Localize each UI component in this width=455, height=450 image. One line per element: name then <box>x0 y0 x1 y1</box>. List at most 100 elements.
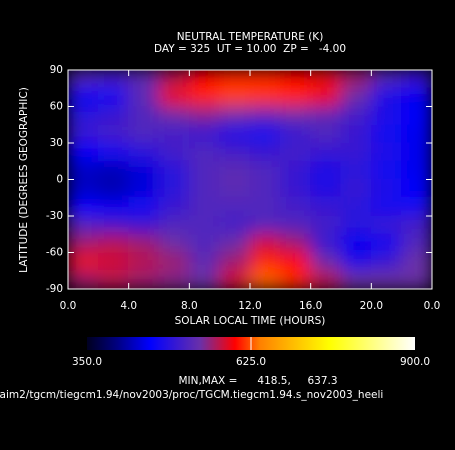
heatmap-cell <box>219 142 251 162</box>
heatmap-cell <box>401 142 432 162</box>
heatmap-cell <box>128 70 160 89</box>
heatmap-cell <box>340 252 372 272</box>
heatmap <box>68 70 432 289</box>
heatmap-cell <box>370 160 403 180</box>
colorbar-label: 625.0 <box>236 356 266 368</box>
heatmap-cell <box>188 270 221 289</box>
heatmap-cell <box>279 233 312 253</box>
heatmap-cell <box>279 215 312 235</box>
heatmap-cell <box>188 233 221 253</box>
heatmap-cell <box>370 106 403 126</box>
heatmap-cell <box>158 106 190 126</box>
heatmap-cell <box>68 87 99 107</box>
heatmap-cell <box>370 197 403 217</box>
x-tick-label: 4.0 <box>120 300 137 312</box>
heatmap-cell <box>68 70 99 89</box>
x-tick-label: 0.0 <box>60 300 77 312</box>
heatmap-cell <box>310 142 342 162</box>
heatmap-cell <box>340 87 372 107</box>
heatmap-cell <box>401 197 432 217</box>
heatmap-cell <box>158 142 190 162</box>
heatmap-cell <box>219 124 251 144</box>
heatmap-cell <box>188 124 221 144</box>
heatmap-cell <box>401 70 432 89</box>
heatmap-cell <box>370 87 403 107</box>
heatmap-cell <box>219 70 251 89</box>
heatmap-cell <box>68 197 99 217</box>
heatmap-cell <box>68 124 99 144</box>
heatmap-cell <box>68 179 99 199</box>
heatmap-cell <box>188 197 221 217</box>
heatmap-cell <box>128 106 160 126</box>
heatmap-cell <box>249 179 281 199</box>
heatmap-cell <box>370 252 403 272</box>
heatmap-cell <box>370 215 403 235</box>
heatmap-cell <box>188 252 221 272</box>
heatmap-cell <box>188 215 221 235</box>
heatmap-cell <box>401 124 432 144</box>
heatmap-cell <box>310 270 342 289</box>
heatmap-cell <box>249 197 281 217</box>
heatmap-cell <box>128 124 160 144</box>
heatmap-cell <box>310 252 342 272</box>
y-tick-label: -60 <box>46 247 63 259</box>
heatmap-cell <box>401 252 432 272</box>
colorbar-label: 900.0 <box>400 356 430 368</box>
heatmap-cell <box>97 233 130 253</box>
heatmap-cell <box>128 233 160 253</box>
heatmap-cell <box>128 270 160 289</box>
heatmap-cell <box>188 142 221 162</box>
heatmap-cell <box>310 70 342 89</box>
heatmap-cell <box>97 142 130 162</box>
plot-area <box>68 70 432 289</box>
y-tick-label: 0 <box>56 174 63 186</box>
heatmap-cell <box>310 160 342 180</box>
heatmap-cell <box>340 124 372 144</box>
heatmap-cell <box>249 142 281 162</box>
heatmap-cell <box>97 87 130 107</box>
heatmap-cell <box>249 270 281 289</box>
heatmap-cell <box>279 70 312 89</box>
heatmap-cell <box>158 124 190 144</box>
heatmap-cell <box>188 70 221 89</box>
heatmap-cell <box>401 160 432 180</box>
heatmap-cell <box>158 179 190 199</box>
heatmap-cell <box>310 106 342 126</box>
x-tick-label: 0.0 <box>424 300 441 312</box>
heatmap-cell <box>219 160 251 180</box>
heatmap-cell <box>401 233 432 253</box>
heatmap-cell <box>249 233 281 253</box>
heatmap-cell <box>97 252 130 272</box>
heatmap-cell <box>401 87 432 107</box>
heatmap-cell <box>279 87 312 107</box>
heatmap-cell <box>279 160 312 180</box>
heatmap-cell <box>249 124 281 144</box>
heatmap-cell <box>249 106 281 126</box>
heatmap-cell <box>370 124 403 144</box>
x-tick-label: 8.0 <box>181 300 198 312</box>
x-tick-label: 20.0 <box>360 300 383 312</box>
heatmap-cell <box>158 233 190 253</box>
heatmap-cell <box>219 87 251 107</box>
heatmap-cell <box>128 160 160 180</box>
heatmap-cell <box>68 233 99 253</box>
heatmap-cell <box>128 252 160 272</box>
heatmap-cell <box>310 233 342 253</box>
min-max: MIN,MAX = 418.5, 637.3 <box>178 375 337 387</box>
heatmap-cell <box>249 215 281 235</box>
heatmap-cell <box>340 106 372 126</box>
heatmap-cell <box>68 142 99 162</box>
heatmap-cell <box>68 252 99 272</box>
heatmap-cell <box>310 179 342 199</box>
heatmap-cell <box>249 70 281 89</box>
heatmap-cell <box>158 215 190 235</box>
heatmap-cell <box>97 270 130 289</box>
heatmap-cell <box>68 160 99 180</box>
y-axis-label: LATITUDE (DEGREES GEOGRAPHIC) <box>18 87 30 273</box>
heatmap-cell <box>340 160 372 180</box>
heatmap-cell <box>370 70 403 89</box>
heatmap-cell <box>279 124 312 144</box>
heatmap-cell <box>340 70 372 89</box>
heatmap-cell <box>249 160 281 180</box>
